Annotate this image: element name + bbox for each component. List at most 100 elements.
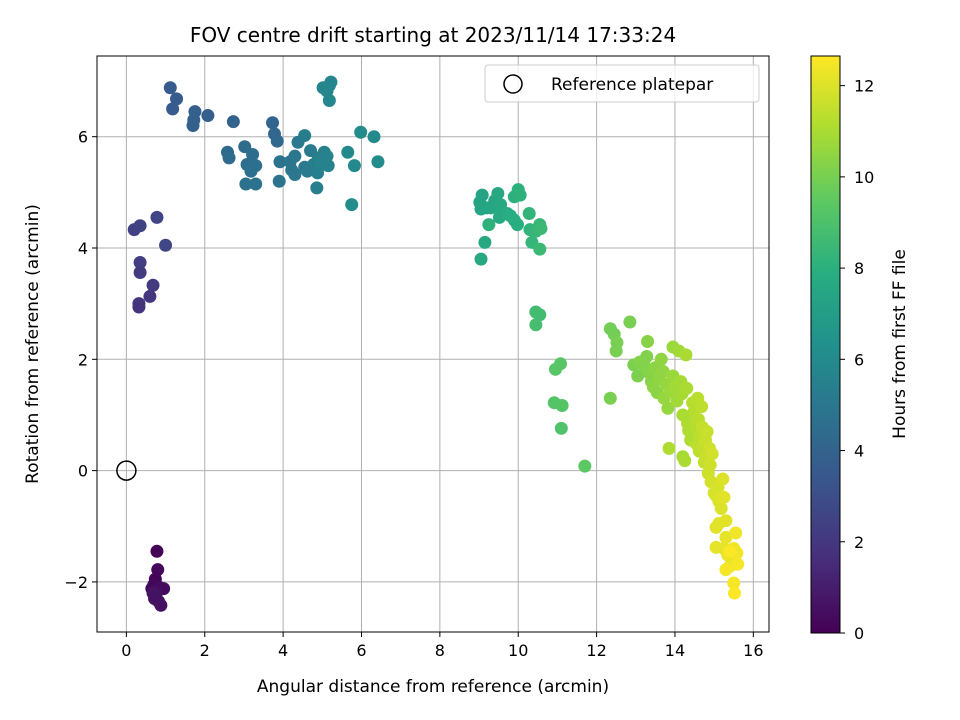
- scatter-point: [310, 181, 324, 195]
- scatter-point: [266, 116, 280, 130]
- scatter-point: [534, 222, 548, 236]
- scatter-point: [273, 155, 287, 169]
- scatter-point: [150, 210, 164, 224]
- x-axis-label: Angular distance from reference (arcmin): [257, 677, 609, 697]
- colorbar-tick-label: 8: [854, 259, 864, 278]
- scatter-point: [716, 472, 730, 486]
- scatter-point: [717, 490, 731, 504]
- scatter-point: [143, 289, 157, 303]
- scatter-point: [154, 598, 168, 612]
- x-tick-label: 4: [278, 641, 288, 660]
- grid-lines: [97, 56, 769, 632]
- scatter-point: [522, 206, 536, 220]
- scatter-point: [315, 156, 329, 170]
- scatter-point: [731, 557, 745, 571]
- scatter-point: [695, 400, 709, 414]
- scatter-point: [513, 188, 527, 202]
- scatter-point: [270, 134, 284, 148]
- scatter-point: [222, 151, 236, 165]
- scatter-point: [186, 119, 200, 133]
- scatter-point: [132, 300, 146, 314]
- scatter-point: [150, 544, 164, 558]
- x-tick-label: 12: [586, 641, 606, 660]
- y-tick-label: −2: [64, 573, 88, 592]
- y-tick-label: 4: [78, 239, 88, 258]
- scatter-point: [170, 92, 184, 106]
- chart-title: FOV centre drift starting at 2023/11/14 …: [190, 23, 676, 47]
- y-tick-label: 0: [78, 462, 88, 481]
- scatter-point: [354, 125, 368, 139]
- legend-marker-icon: [503, 74, 523, 94]
- scatter-point: [246, 148, 260, 162]
- x-tick-label: 8: [435, 641, 445, 660]
- scatter-point: [533, 242, 547, 256]
- x-tick-label: 14: [665, 641, 685, 660]
- scatter-point: [631, 369, 645, 383]
- scatter-point: [371, 155, 385, 169]
- scatter-point: [288, 149, 302, 163]
- legend-label: Reference platepar: [551, 75, 713, 95]
- x-axis-ticks: 0 2 4 6 8 10 12 14 16: [121, 632, 764, 660]
- colorbar-ticks: 0 2 4 6 8 10 12: [840, 77, 874, 643]
- scatter-point: [341, 145, 355, 159]
- scatter-point: [712, 516, 726, 530]
- scatter-point: [609, 344, 623, 358]
- scatter-point: [555, 398, 569, 412]
- scatter-point: [654, 352, 668, 366]
- scatter-point: [478, 235, 492, 249]
- colorbar-tick-label: 0: [854, 624, 864, 643]
- scatter-point: [133, 219, 147, 233]
- x-tick-label: 2: [200, 641, 210, 660]
- scatter-point: [554, 421, 568, 435]
- y-tick-label: 2: [78, 350, 88, 369]
- scatter-point: [345, 198, 359, 212]
- scatter-point: [166, 102, 180, 116]
- scatter-point: [578, 459, 592, 473]
- colorbar: 0 2 4 6 8 10 12 Hours from first FF file: [810, 55, 910, 643]
- scatter-point: [623, 315, 637, 329]
- colorbar-tick-label: 2: [854, 533, 864, 552]
- scatter-point: [288, 168, 302, 182]
- scatter-point: [640, 350, 654, 364]
- colorbar-tick-label: 4: [854, 442, 864, 461]
- scatter-point: [656, 365, 670, 379]
- scatter-point: [661, 401, 675, 415]
- scatter-point: [719, 563, 733, 577]
- scatter-point: [548, 362, 562, 376]
- scatter-point: [298, 129, 312, 143]
- colorbar-label: Hours from first FF file: [890, 249, 910, 439]
- scatter-point: [510, 218, 524, 232]
- x-tick-label: 10: [508, 641, 528, 660]
- scatter-point: [239, 177, 253, 191]
- scatter-point: [347, 159, 361, 173]
- scatter-point: [146, 586, 160, 600]
- scatter-point: [703, 458, 717, 472]
- scatter-point: [705, 447, 719, 461]
- y-axis-ticks: −2 0 2 4 6: [64, 128, 97, 592]
- reference-marker-group: [116, 460, 137, 481]
- scatter-point: [723, 544, 737, 558]
- scatter-point: [678, 454, 692, 468]
- x-tick-label: 6: [356, 641, 366, 660]
- scatter-point: [249, 177, 263, 191]
- scatter-point: [529, 318, 543, 332]
- scatter-point: [491, 186, 505, 200]
- scatter-point: [146, 278, 160, 292]
- data-points: [127, 75, 745, 612]
- scatter-point: [679, 348, 693, 362]
- legend-box: [484, 64, 760, 103]
- legend: Reference platepar: [484, 64, 760, 103]
- scatter-point: [603, 391, 617, 405]
- x-tick-label: 16: [743, 641, 763, 660]
- scatter-point: [475, 188, 489, 202]
- scatter-point: [133, 255, 147, 269]
- colorbar-tick-label: 12: [854, 77, 874, 96]
- scatter-point: [163, 81, 177, 95]
- scatter-point: [244, 164, 258, 178]
- scatter-point: [729, 526, 743, 540]
- scatter-point: [320, 84, 334, 98]
- scatter-point: [474, 252, 488, 266]
- scatter-point: [367, 130, 381, 144]
- scatter-point: [700, 425, 714, 439]
